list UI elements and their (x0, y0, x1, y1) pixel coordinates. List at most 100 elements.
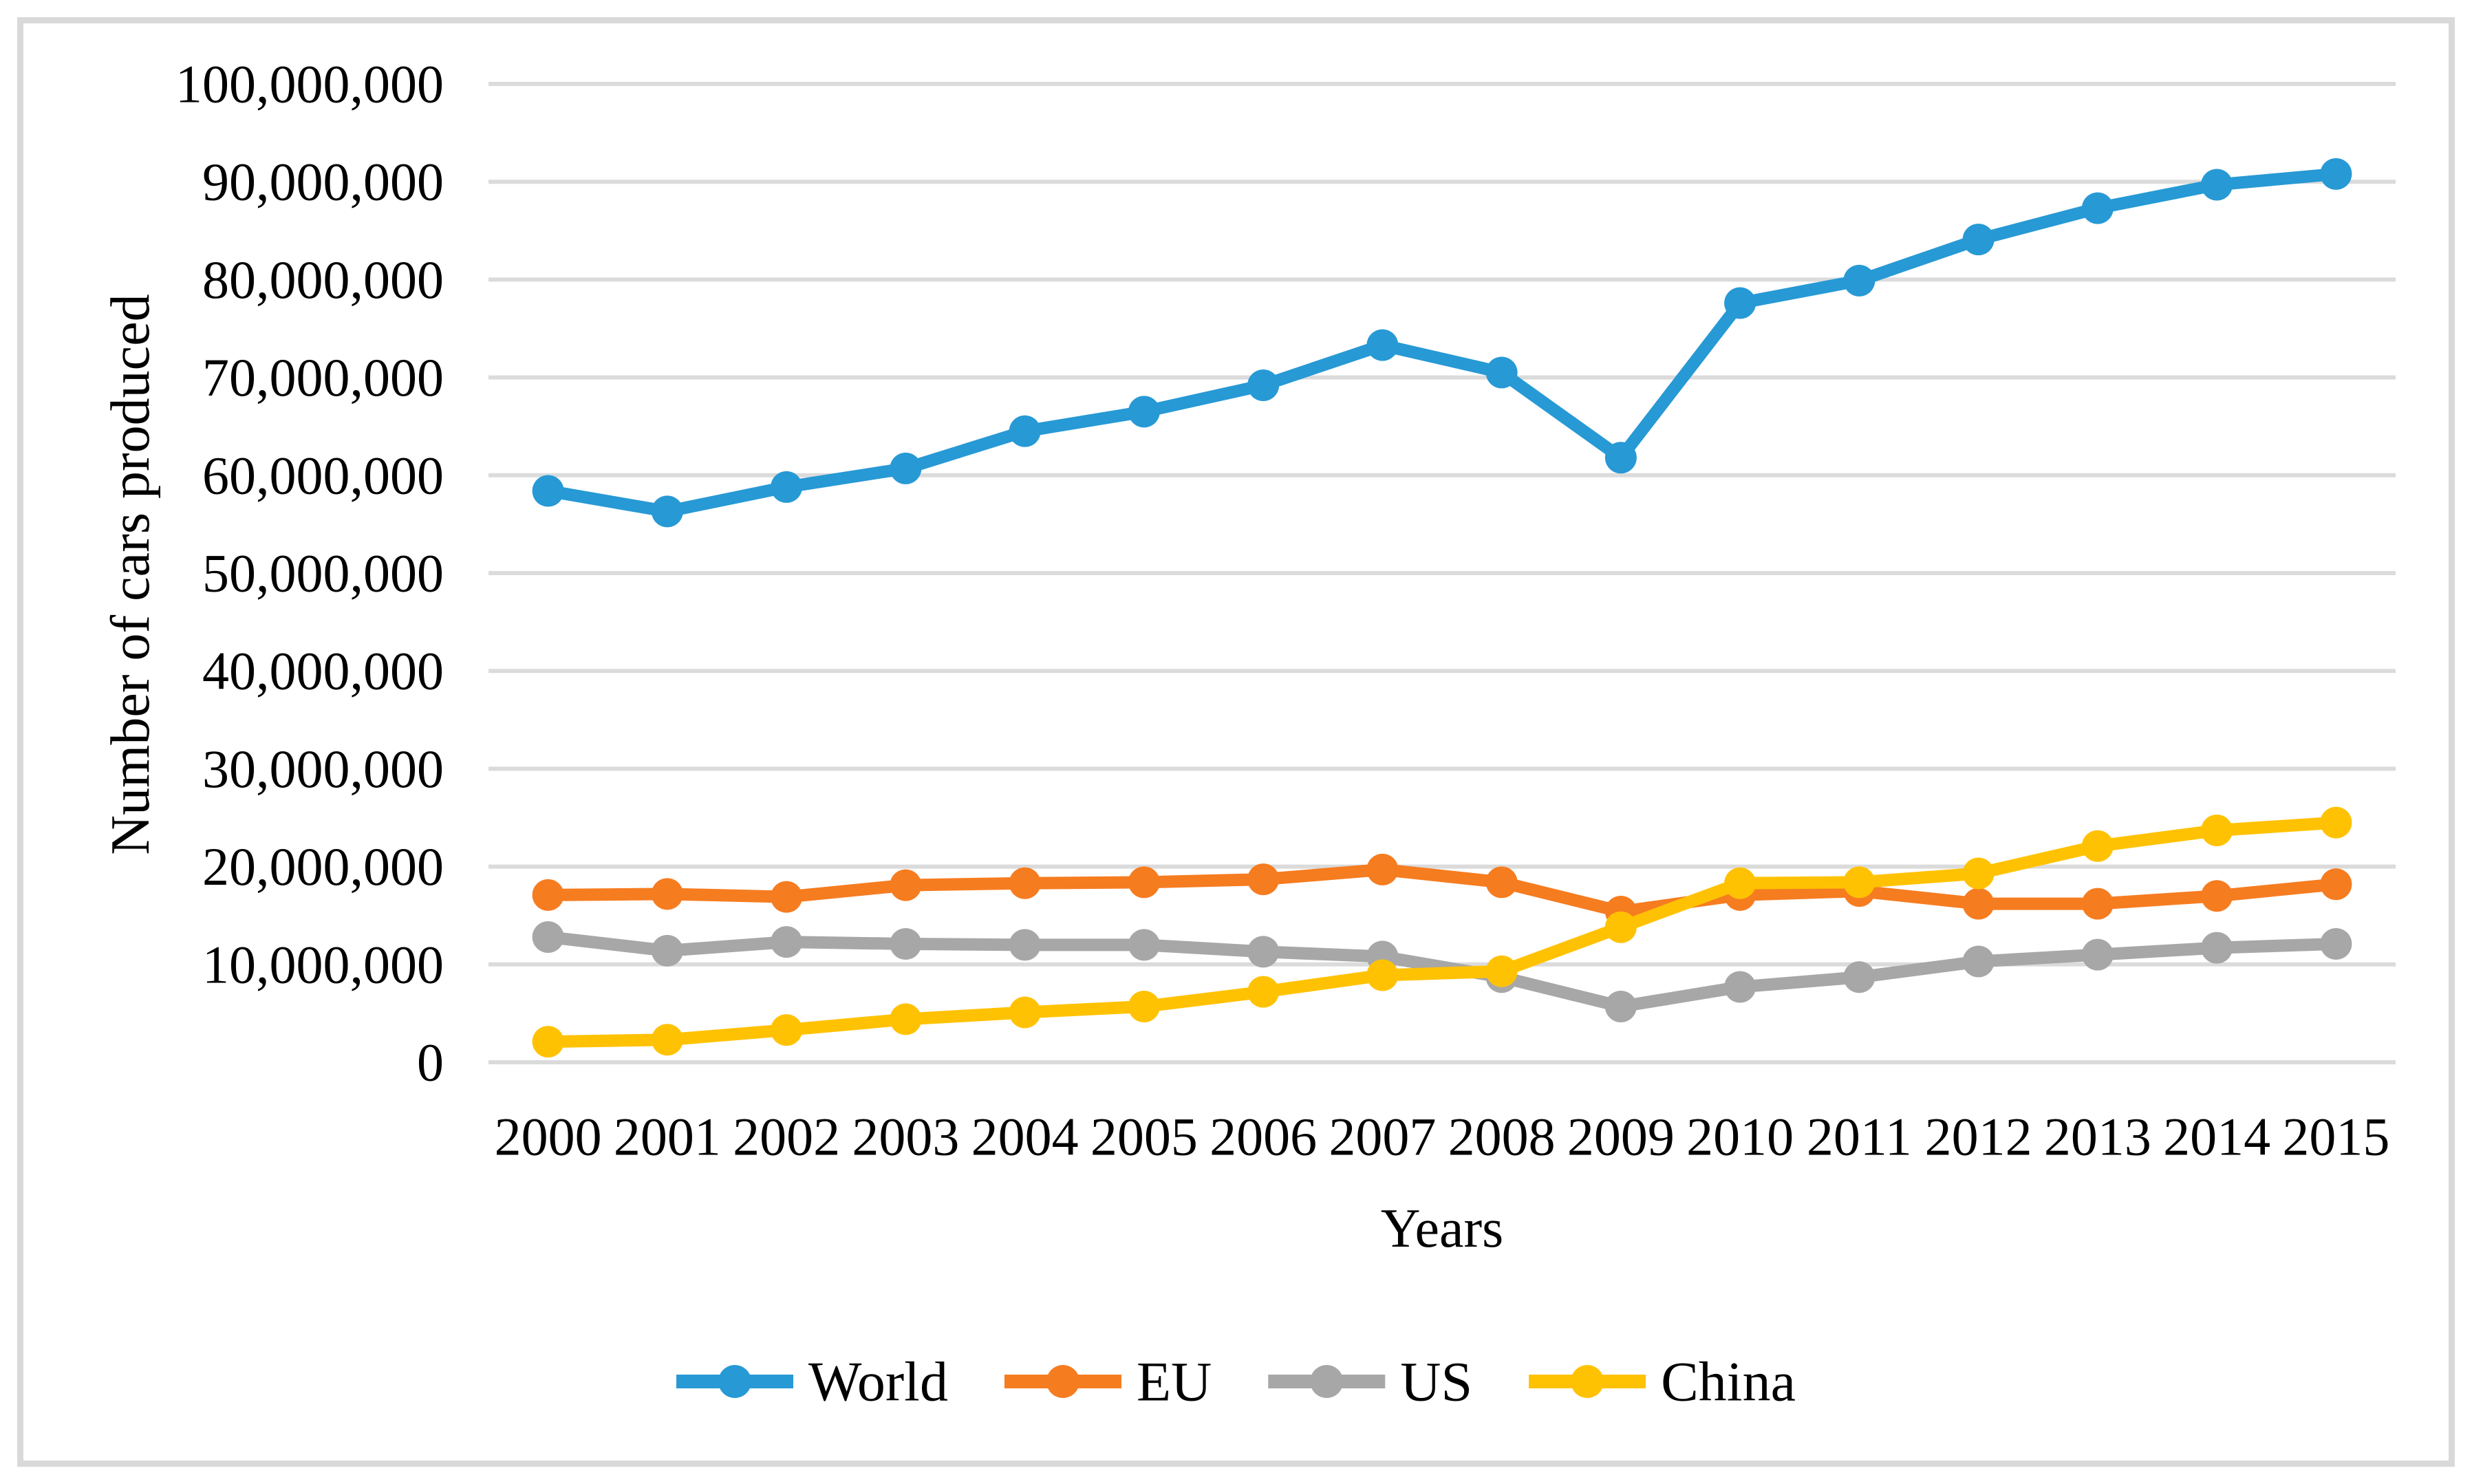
legend-label: World (808, 1351, 948, 1413)
data-point-eu (1485, 866, 1518, 899)
series-world (532, 158, 2352, 528)
x-axis-title: Years (1381, 1198, 1504, 1259)
legend: World EU US China (676, 1351, 1796, 1413)
x-tick-label: 2003 (852, 1107, 959, 1167)
y-tick-label: 20,000,000 (202, 837, 444, 896)
data-point-us (1604, 990, 1637, 1022)
data-point-world (1485, 356, 1518, 389)
data-point-us (2201, 932, 2233, 964)
data-point-world (2320, 158, 2352, 190)
data-point-china (1843, 866, 1876, 899)
series-line-world (541, 167, 2343, 518)
data-point-eu (1009, 867, 1041, 899)
data-point-us (771, 926, 803, 958)
data-point-us (1247, 936, 1280, 968)
legend-marker-circle (718, 1365, 752, 1398)
legend-label: US (1400, 1351, 1472, 1413)
x-tick-label: 2008 (1448, 1107, 1556, 1167)
data-point-china (771, 1014, 803, 1046)
data-point-world (1962, 224, 1995, 256)
data-point-us (1724, 971, 1756, 1003)
data-point-china (1366, 959, 1399, 991)
data-point-china (532, 1026, 564, 1058)
x-axis-tick-labels: 2000 2001 2002 2003 2004 2005 2006 2007 2008 2009… (495, 1107, 2390, 1167)
data-point-eu (2201, 880, 2233, 912)
legend-marker-circle (1571, 1365, 1604, 1398)
data-point-china (2201, 814, 2233, 846)
y-tick-label: 10,000,000 (202, 934, 444, 994)
data-point-world (1604, 442, 1637, 474)
figure-border (17, 17, 2455, 1467)
data-point-us (890, 927, 922, 960)
y-tick-label: 70,000,000 (202, 347, 444, 407)
data-point-eu (771, 881, 803, 913)
data-point-eu (1366, 853, 1399, 885)
data-point-eu (2081, 888, 2114, 920)
data-point-eu (1962, 888, 1995, 920)
data-point-us (1962, 945, 1995, 978)
series-us (532, 921, 2352, 1022)
x-tick-label: 2007 (1329, 1107, 1436, 1167)
x-tick-label: 2004 (971, 1107, 1079, 1167)
data-point-china (1247, 976, 1280, 1008)
x-tick-label: 2014 (2163, 1107, 2270, 1167)
data-point-us (2320, 927, 2352, 960)
series-line-us (541, 930, 2343, 1013)
legend-item-eu: EU (1004, 1351, 1212, 1413)
data-point-eu (1128, 866, 1160, 899)
x-tick-label: 2002 (733, 1107, 840, 1167)
legend-item-world: World (676, 1351, 948, 1413)
data-point-world (1724, 287, 1756, 319)
data-point-world (532, 475, 564, 507)
data-point-us (1128, 929, 1160, 961)
data-point-world (1009, 415, 1041, 447)
y-tick-label: 0 (417, 1033, 444, 1093)
gridlines (488, 82, 2396, 1064)
y-tick-label: 40,000,000 (202, 641, 444, 701)
series-eu (532, 853, 2352, 928)
data-point-us (651, 934, 683, 967)
y-tick-label: 60,000,000 (202, 445, 444, 505)
x-tick-label: 2010 (1686, 1107, 1794, 1167)
y-tick-label: 80,000,000 (202, 250, 444, 310)
legend-label: EU (1137, 1351, 1212, 1413)
legend-marker-circle (1310, 1365, 1344, 1398)
legend-item-us: US (1268, 1351, 1472, 1413)
data-point-eu (1247, 863, 1280, 896)
data-point-china (1009, 996, 1041, 1029)
data-point-us (1843, 961, 1876, 993)
data-point-eu (532, 879, 564, 911)
data-point-china (890, 1003, 922, 1035)
data-point-world (1128, 396, 1160, 428)
data-point-china (1724, 867, 1756, 899)
legend-marker-circle (1046, 1365, 1079, 1398)
data-point-china (2320, 806, 2352, 839)
data-point-china (651, 1024, 683, 1056)
data-point-eu (2320, 868, 2352, 901)
series-line-china (541, 816, 2343, 1049)
data-point-world (2081, 192, 2114, 224)
data-point-world (2201, 169, 2233, 201)
y-tick-label: 90,000,000 (202, 152, 444, 212)
series-line-eu (541, 863, 2343, 918)
x-tick-label: 2006 (1210, 1107, 1317, 1167)
data-point-eu (651, 878, 683, 910)
legend-item-china: China (1529, 1351, 1796, 1413)
data-point-china (1485, 955, 1518, 987)
data-point-world (890, 452, 922, 484)
data-point-china (1962, 857, 1995, 890)
data-point-china (2081, 830, 2114, 862)
y-tick-label: 50,000,000 (202, 544, 444, 603)
series-china (532, 806, 2352, 1058)
y-axis-title: Number of cars produced (100, 294, 161, 854)
data-point-world (1247, 369, 1280, 401)
y-tick-label: 30,000,000 (202, 739, 444, 799)
x-tick-label: 2001 (614, 1107, 721, 1167)
x-tick-label: 2005 (1090, 1107, 1198, 1167)
data-point-us (532, 921, 564, 953)
data-point-china (1604, 911, 1637, 943)
data-point-world (1366, 329, 1399, 361)
x-tick-label: 2009 (1567, 1107, 1675, 1167)
